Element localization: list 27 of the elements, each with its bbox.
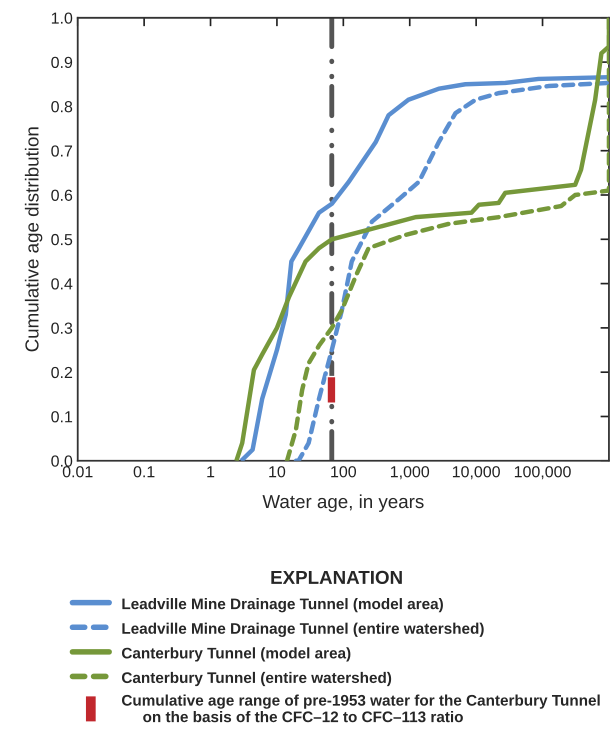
y-tick-label: 0.1 — [51, 411, 72, 422]
x-tick-label: 0.1 — [134, 466, 154, 478]
x-tick-label: 100 — [331, 466, 356, 478]
x-axis-title: Water age, in years — [262, 494, 424, 512]
legend-label: Canterbury Tunnel (entire watershed) — [122, 672, 392, 686]
y-tick-label: 0.9 — [51, 56, 72, 68]
y-tick-label: 1.0 — [52, 12, 72, 24]
y-axis-title: Cumulative age distribution — [24, 127, 42, 352]
y-tick-label: 0.6 — [51, 190, 72, 201]
y-tick-label: 0.7 — [51, 145, 72, 157]
legend-label: Canterbury Tunnel (model area) — [122, 647, 350, 662]
legend-title: EXPLANATION — [271, 570, 402, 584]
x-tick-label: 10,000 — [452, 466, 500, 480]
y-tick-label: 0.0 — [51, 455, 72, 467]
y-tick-label: 0.2 — [51, 366, 72, 378]
x-tick-label: 1 — [207, 466, 214, 478]
x-tick-label: 10 — [269, 466, 286, 478]
x-tick-label: 100,000 — [514, 466, 571, 480]
legend-label: Cumulative age range of pre-1953 water for the Canterbury Tunnel on the basis of the CFC–12 to CFC–113 ratio — [122, 694, 600, 722]
legend-label: Leadville Mine Drainage Tunnel (entire watershed) — [122, 622, 484, 637]
y-tick-label: 0.5 — [51, 234, 72, 246]
y-tick-label: 0.4 — [51, 278, 72, 290]
y-tick-label: 0.8 — [51, 101, 72, 112]
x-tick-label: 1,000 — [390, 466, 430, 480]
y-tick-label: 0.3 — [51, 322, 72, 334]
x-tick-label: 0.01 — [62, 466, 92, 478]
legend-label: Leadville Mine Drainage Tunnel (model area) — [122, 598, 443, 612]
